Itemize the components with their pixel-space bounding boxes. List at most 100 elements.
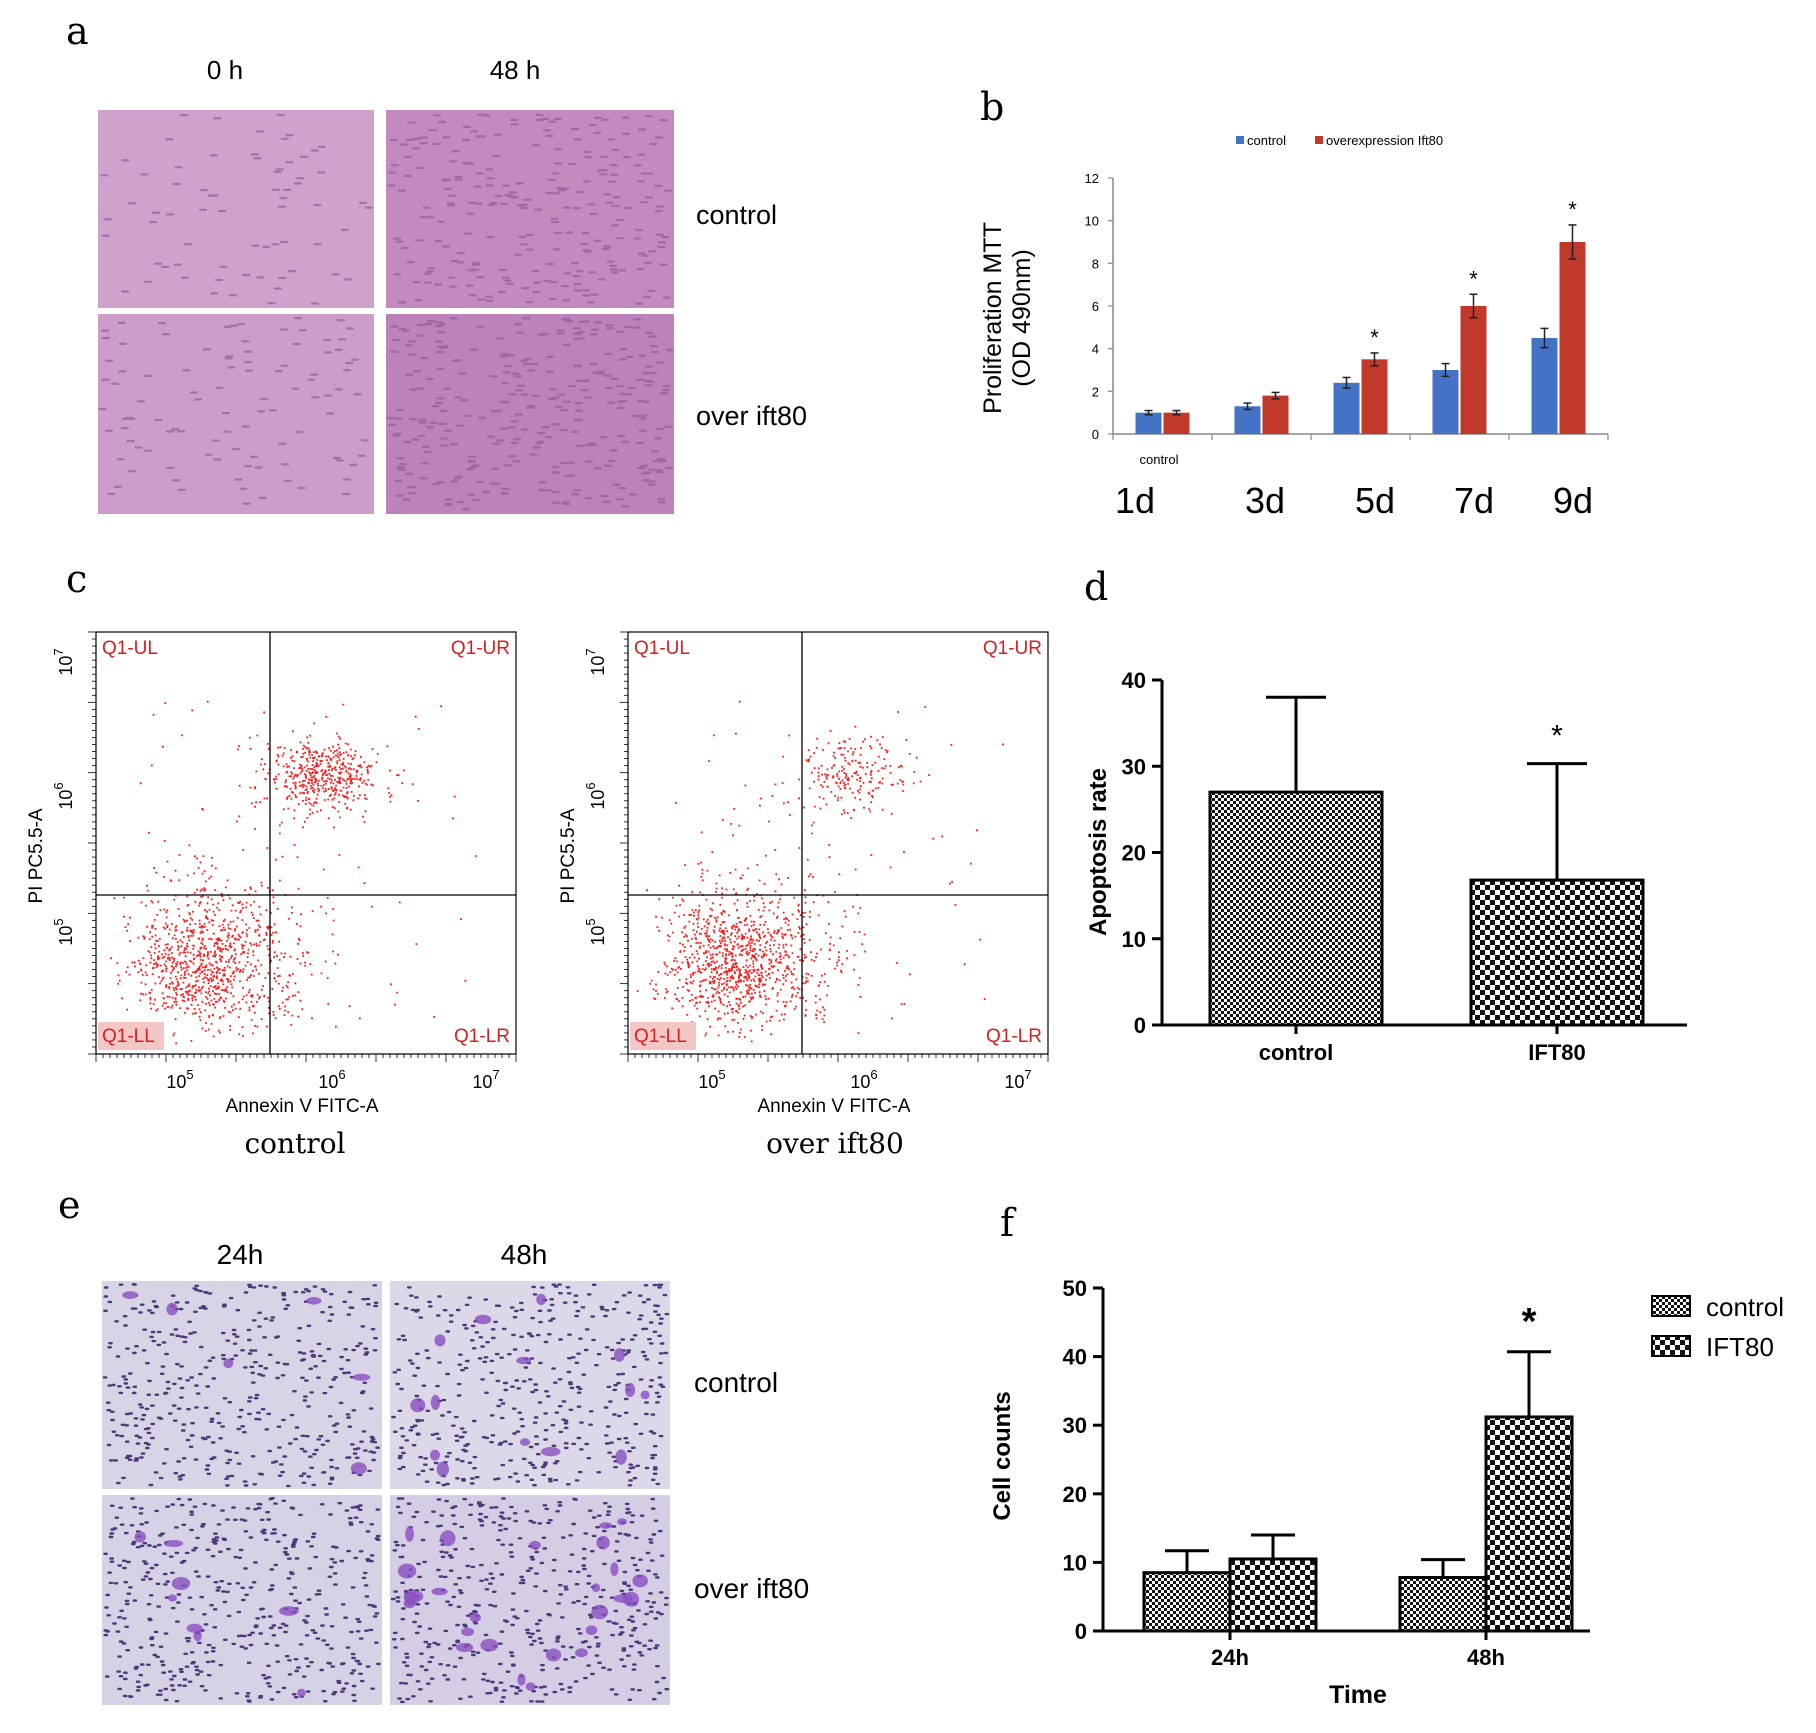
- f-category-label-48h: 48h: [1467, 1645, 1505, 1670]
- legend-label-control: control: [1247, 133, 1286, 148]
- stained-cell: [536, 1293, 547, 1306]
- stained-cell: [306, 1297, 322, 1305]
- stained-cell: [610, 1562, 619, 1576]
- stained-cell: [352, 1373, 371, 1381]
- b-bar-overexpression-Ift80-7d: [1460, 306, 1487, 434]
- flow-dots: [110, 700, 477, 1045]
- flow-ylabel: PI PC5.5-A: [558, 808, 579, 903]
- b-bar-control-1d: [1135, 412, 1162, 434]
- stained-cell: [456, 1642, 474, 1653]
- f-significance-star: *: [1522, 1301, 1537, 1343]
- panel-f-legend: control IFT80: [1651, 1292, 1784, 1362]
- d-y-tick-label: 40: [1122, 668, 1146, 693]
- x-tick-label: 107: [472, 1067, 499, 1092]
- stained-cell: [410, 1398, 426, 1413]
- micrograph-e-dots-3: [390, 1497, 670, 1704]
- panel-b-letter: b: [980, 85, 1004, 129]
- panel-e-row-label-over: over ift80: [694, 1573, 809, 1604]
- panel-b-ylabel-line2: (OD 490nm): [1008, 249, 1036, 387]
- panel-e-col-label-24h: 24h: [217, 1239, 264, 1270]
- stained-cell: [186, 1623, 203, 1634]
- stained-cell: [431, 1587, 448, 1596]
- stained-cell: [134, 1531, 146, 1543]
- panel-f-letter: f: [1000, 1201, 1017, 1245]
- stained-cell: [529, 1540, 541, 1550]
- flow-caption: control: [244, 1127, 345, 1160]
- f-y-tick-label: 10: [1063, 1550, 1087, 1575]
- panel-e: e 24h 48h control over ift80: [58, 1183, 809, 1705]
- y-tick-label: 105: [51, 918, 76, 945]
- stained-cell: [167, 1594, 177, 1602]
- stained-cell: [430, 1394, 441, 1411]
- stained-cell: [615, 1449, 627, 1465]
- panel-a: a 0 h 48 h control over ift80: [66, 9, 807, 514]
- micrograph-e-24h-control: [102, 1281, 382, 1489]
- d-y-tick-label: 30: [1122, 754, 1146, 779]
- f-bar-IFT80-48h: [1484, 1415, 1574, 1633]
- stained-cell: [596, 1535, 610, 1550]
- stained-cell: [545, 1648, 562, 1662]
- b-category-label-1d: 1d: [1115, 480, 1155, 521]
- legend-swatch-control: [1236, 136, 1244, 144]
- stained-cell: [617, 1518, 627, 1526]
- b-y-tick-label: 10: [1085, 214, 1099, 229]
- micrograph-a-cells-3: [386, 317, 674, 511]
- stained-cell: [614, 1348, 625, 1362]
- stained-cell: [163, 1540, 184, 1547]
- y-tick-label: 107: [51, 648, 76, 675]
- y-tick-label: 106: [51, 782, 76, 809]
- stained-cell: [474, 1314, 492, 1325]
- flow-plot-frame: [627, 631, 1049, 1055]
- panel-e-row-label-control: control: [694, 1367, 778, 1398]
- b-y-tick-label: 8: [1092, 256, 1099, 271]
- panel-f-plot: 0 10 20 30 40 50 24h 48h *: [1063, 1276, 1590, 1670]
- panel-d: d Apoptosis rate 0 10 20 30 40 control IFT80 *: [1084, 565, 1687, 1065]
- stained-cell: [171, 1577, 191, 1590]
- b-category-label-9d: 9d: [1553, 480, 1593, 521]
- b-y-tick-label: 0: [1092, 427, 1099, 442]
- d-bar-IFT80: [1469, 878, 1645, 1027]
- panel-f-xlabel: Time: [1329, 1681, 1387, 1709]
- micrograph-e-stain: [102, 1283, 670, 1704]
- flow-dots: [636, 700, 1004, 1043]
- stained-cell: [166, 1302, 178, 1316]
- panel-f: f Cell counts Time control IFT80 0 10 20 30…: [989, 1201, 1784, 1709]
- f-y-tick-label: 20: [1063, 1482, 1087, 1507]
- quadrant-label-Q1-UL: Q1-UL: [634, 638, 690, 659]
- flow-plot-over-ift80: Q1-UL Q1-UR Q1-LL Q1-LR 105 106 107 105 106 107 An…: [558, 631, 1049, 1160]
- b-category-label-5d: 5d: [1355, 480, 1395, 521]
- panel-a-col-label-48h: 48 h: [490, 55, 541, 85]
- d-category-label-control: control: [1259, 1040, 1334, 1065]
- flow-ylabel: PI PC5.5-A: [26, 808, 47, 903]
- micrograph-e-dots-2: [103, 1497, 381, 1703]
- panel-f-ylabel: Cell counts: [989, 1391, 1016, 1520]
- f-bar-control-48h: [1398, 1575, 1488, 1633]
- b-significance-star: *: [1370, 325, 1379, 350]
- b-significance-star: *: [1568, 197, 1577, 222]
- d-y-tick-label: 10: [1122, 927, 1146, 952]
- stained-cell: [622, 1591, 640, 1607]
- quadrant-label-Q1-UR: Q1-UR: [451, 638, 510, 659]
- stained-cell: [640, 1390, 650, 1400]
- quadrant-label-Q1-LR: Q1-LR: [986, 1026, 1042, 1047]
- stained-cell: [436, 1461, 449, 1477]
- stained-cell: [480, 1638, 499, 1652]
- quadrant-ll-highlight: [98, 1022, 164, 1050]
- stained-cell: [440, 1530, 456, 1547]
- quadrant-ll-highlight: [630, 1022, 696, 1050]
- flow-plot-control: Q1-UL Q1-UR Q1-LL Q1-LR 105 106 107 105 106 107 An…: [26, 631, 517, 1160]
- stained-cell: [575, 1648, 588, 1658]
- b-bar-overexpression-Ift80-5d: [1361, 359, 1388, 434]
- panel-c-letter: c: [66, 557, 87, 601]
- stained-cell: [193, 1630, 202, 1642]
- stained-cell: [297, 1688, 306, 1698]
- b-bar-control-5d: [1333, 382, 1360, 434]
- legend-label-control-f: control: [1706, 1292, 1784, 1322]
- f-y-tick-label: 50: [1063, 1276, 1087, 1301]
- panel-c-plots: Q1-UL Q1-UR Q1-LL Q1-LR 105 106 107 105 106 107 An…: [26, 631, 1049, 1160]
- legend-swatch-ift80-f: [1651, 1335, 1691, 1357]
- stained-cell: [350, 1462, 367, 1475]
- d-y-tick-label: 20: [1122, 841, 1146, 866]
- stained-cell: [591, 1604, 609, 1620]
